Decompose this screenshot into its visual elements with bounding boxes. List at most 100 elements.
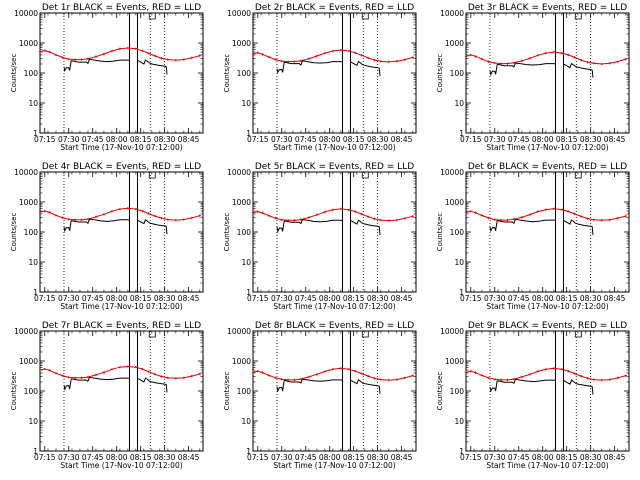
y-tick-label: 1: [246, 129, 251, 138]
lld-point: [592, 378, 596, 381]
lld-point: [567, 53, 570, 57]
lld-point: [190, 56, 194, 60]
x-tick-label: 08:30: [154, 294, 176, 303]
lld-point: [153, 214, 157, 218]
x-tick-label: 07:15: [247, 135, 269, 144]
y-tick-label: 10000: [14, 168, 38, 177]
y-tick-label: 100: [24, 69, 39, 78]
lld-point: [160, 375, 163, 378]
chart-panel-5: Det 5r BLACK = Events, RED = LLD 1 10 100 10…: [223, 162, 417, 311]
lld-point: [512, 61, 516, 64]
top-bracket-marker: [148, 172, 156, 179]
lld-point: [493, 61, 496, 65]
x-tick-label: 07:30: [58, 453, 80, 462]
lld-point: [360, 54, 363, 57]
lld-point: [616, 376, 620, 380]
panel-title: Det 2r BLACK = Events, RED = LLD: [255, 3, 414, 13]
lld-point: [286, 60, 290, 63]
lld-point: [395, 60, 399, 63]
y-tick-label: 100: [24, 228, 39, 237]
y-tick-label: 100: [237, 69, 252, 78]
lld-point: [94, 55, 98, 58]
lld-point: [166, 218, 170, 221]
y-tick-label: 100: [450, 387, 465, 396]
lld-point: [293, 219, 296, 222]
series-events-segment: [489, 380, 498, 393]
top-bracket-marker: [361, 13, 369, 20]
lld-point: [251, 52, 255, 56]
lld-point: [528, 373, 532, 376]
lld-point: [560, 51, 564, 55]
lld-point: [616, 216, 620, 220]
lld-point: [487, 216, 490, 220]
x-tick-label: 07:30: [271, 135, 293, 144]
lld-point: [579, 374, 583, 378]
lld-point: [38, 368, 42, 372]
series-events-segment: [149, 380, 168, 393]
lld-point: [506, 378, 509, 382]
y-tick-label: 10000: [227, 9, 251, 18]
chart-panel-9: Det 9r BLACK = Events, RED = LLD 1 10 100 10…: [436, 321, 630, 470]
chart-panel-3: Det 3r BLACK = Events, RED = LLD 1 10 100 10…: [436, 3, 630, 152]
y-tick-label: 10000: [440, 168, 464, 177]
lld-point: [536, 54, 540, 57]
lld-point: [323, 370, 327, 373]
top-bracket-marker: [361, 172, 369, 179]
lld-point: [251, 371, 255, 374]
lld-point: [464, 55, 468, 58]
lld-point: [43, 209, 46, 213]
lld-point: [315, 54, 319, 58]
x-axis-label: Start Time (17-Nov-10 07:12:00): [486, 461, 608, 470]
lld-point: [118, 366, 122, 369]
lld-point: [286, 219, 290, 222]
lld-point: [331, 49, 335, 53]
y-tick-label: 10: [241, 417, 251, 426]
lld-point: [48, 211, 51, 214]
series-events-segment: [94, 377, 130, 381]
series-events-segment: [362, 382, 381, 394]
lld-point: [94, 373, 98, 377]
x-tick-label: 07:45: [295, 453, 317, 462]
y-tick-label: 100: [24, 387, 39, 396]
x-tick-label: 07:30: [271, 294, 293, 303]
panel-title: Det 6r BLACK = Events, RED = LLD: [468, 162, 627, 172]
lld-point: [493, 218, 496, 221]
series-events-segment: [284, 219, 308, 225]
x-tick-label: 08:45: [604, 453, 626, 462]
lld-point: [166, 376, 170, 380]
x-tick-label: 08:45: [604, 135, 626, 144]
series-events-segment: [350, 60, 363, 66]
lld-point: [126, 207, 130, 210]
x-tick-label: 08:15: [556, 135, 578, 144]
x-tick-label: 07:45: [508, 453, 530, 462]
x-tick-label: 07:45: [82, 294, 104, 303]
series-events-segment: [520, 219, 556, 223]
lld-point: [379, 60, 383, 63]
lld-point: [198, 214, 202, 217]
lld-point: [411, 56, 415, 59]
series-events-segment: [137, 219, 150, 225]
y-tick-label: 1000: [445, 357, 464, 366]
series-events-segment: [497, 218, 521, 225]
x-tick-label: 08:45: [178, 135, 200, 144]
x-tick-label: 07:45: [82, 135, 104, 144]
lld-point: [520, 216, 524, 219]
lld-point: [80, 58, 83, 61]
lld-point: [600, 62, 604, 66]
lld-point: [315, 213, 319, 216]
x-tick-label: 08:15: [130, 453, 152, 462]
y-tick-label: 10000: [14, 9, 38, 18]
lld-point: [198, 372, 202, 376]
x-tick-label: 08:45: [604, 294, 626, 303]
lld-point: [299, 218, 303, 221]
y-tick-label: 1000: [232, 357, 251, 366]
x-tick-label: 07:30: [484, 453, 506, 462]
y-tick-label: 1000: [232, 39, 251, 48]
lld-point: [512, 218, 516, 221]
lld-point: [147, 52, 150, 55]
lld-point: [102, 52, 106, 56]
y-tick-label: 10000: [227, 168, 251, 177]
lld-point: [134, 366, 138, 369]
x-tick-label: 08:00: [319, 294, 341, 303]
lld-point: [586, 217, 589, 220]
